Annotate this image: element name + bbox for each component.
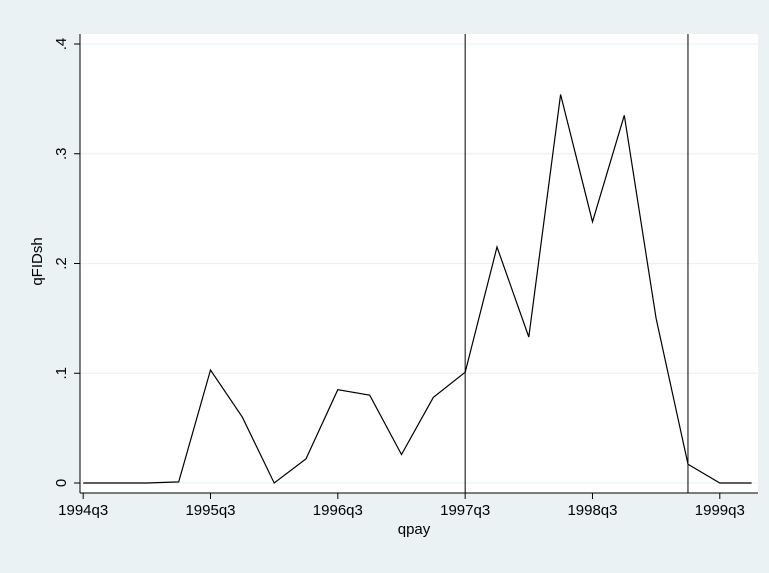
data-point bbox=[559, 93, 562, 96]
series-layer bbox=[82, 93, 753, 485]
data-point bbox=[209, 368, 212, 371]
data-point bbox=[464, 371, 467, 374]
data-point bbox=[400, 453, 403, 456]
x-tick-label: 1995q3 bbox=[185, 502, 235, 519]
y-tick-label: .2 bbox=[53, 257, 70, 270]
data-point bbox=[177, 480, 180, 483]
y-axis: 0 .1 .2 .3 .4 bbox=[53, 38, 80, 487]
data-point bbox=[718, 482, 721, 485]
data-point bbox=[750, 482, 753, 485]
data-point bbox=[241, 416, 244, 419]
y-axis-title: qFIDsh bbox=[29, 237, 46, 285]
y-tick-label: 0 bbox=[53, 479, 70, 487]
data-point bbox=[336, 388, 339, 391]
x-axis: 1994q3 1995q3 1996q3 1997q3 1998q3 1999q3 bbox=[58, 493, 745, 519]
data-point bbox=[686, 463, 689, 466]
data-point bbox=[655, 317, 658, 320]
x-axis-title: qpay bbox=[398, 521, 431, 538]
y-tick-label: .1 bbox=[53, 367, 70, 380]
data-point bbox=[591, 220, 594, 223]
data-point bbox=[82, 482, 85, 485]
data-point bbox=[432, 396, 435, 399]
x-tick-label: 1997q3 bbox=[440, 502, 490, 519]
gridlines bbox=[80, 43, 758, 484]
reference-lines bbox=[464, 34, 689, 493]
y-tick-label: .4 bbox=[53, 38, 70, 51]
data-point bbox=[305, 457, 308, 460]
data-point bbox=[114, 482, 117, 485]
data-point bbox=[623, 114, 626, 117]
data-point bbox=[273, 482, 276, 485]
x-tick-label: 1999q3 bbox=[695, 502, 745, 519]
data-point bbox=[527, 336, 530, 339]
data-point bbox=[368, 394, 371, 397]
x-tick-label: 1994q3 bbox=[58, 502, 108, 519]
x-tick-label: 1998q3 bbox=[567, 502, 617, 519]
x-tick-label: 1996q3 bbox=[313, 502, 363, 519]
data-point bbox=[145, 482, 148, 485]
data-point bbox=[495, 246, 498, 249]
series-line bbox=[83, 94, 752, 484]
y-tick-label: .3 bbox=[53, 147, 70, 160]
